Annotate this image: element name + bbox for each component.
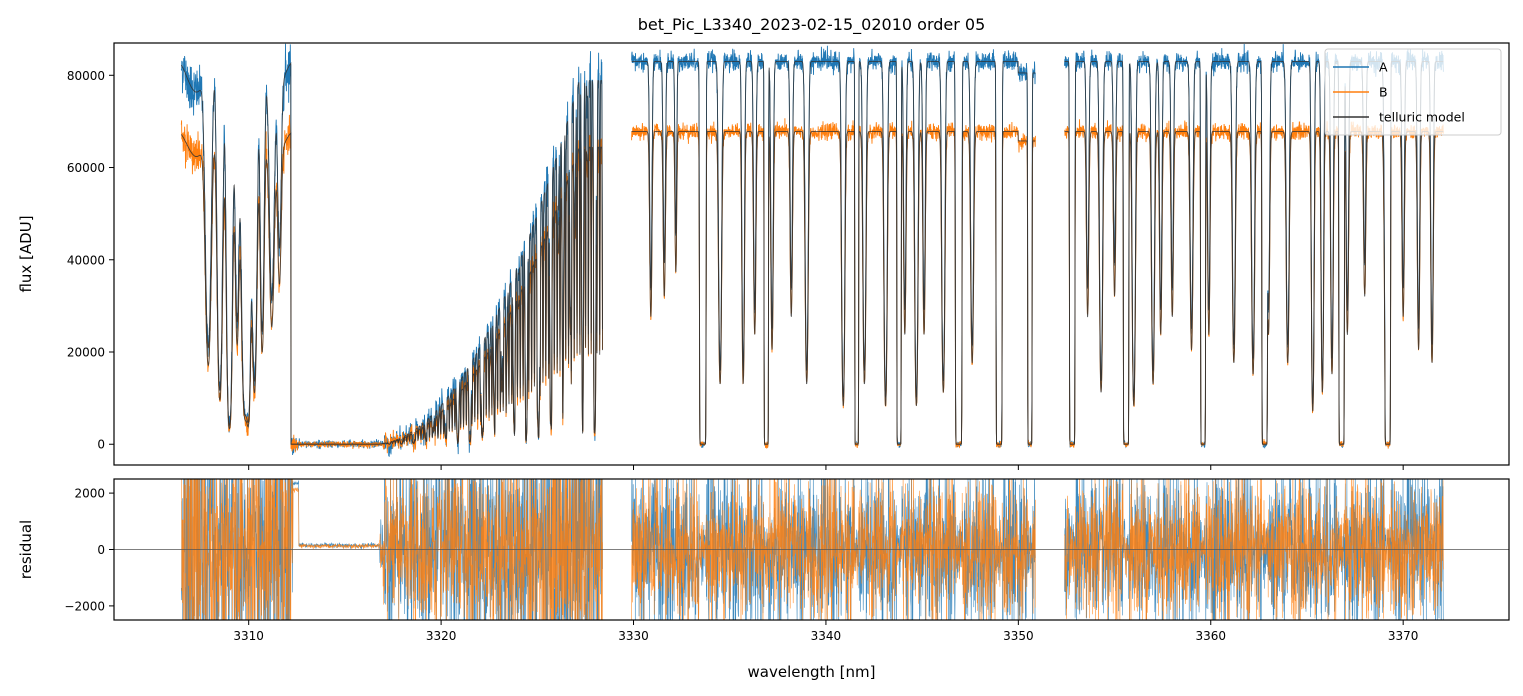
telluric-model-line-a: [631, 60, 1036, 445]
telluric-model-line-b: [631, 130, 1036, 445]
x-tick-label: 3320: [426, 629, 457, 643]
y-tick-label: 20000: [67, 346, 105, 360]
legend-label: A: [1379, 60, 1388, 75]
flux-x-ticks: [248, 465, 1404, 470]
flux-y-axis-label: flux [ADU]: [17, 215, 35, 292]
x-axis-label: wavelength [nm]: [748, 663, 876, 681]
x-tick-label: 3350: [1003, 629, 1034, 643]
x-tick-label: 3360: [1195, 629, 1226, 643]
legend-label: telluric model: [1379, 110, 1465, 125]
residual-b-line: [631, 479, 1036, 620]
y-tick-label: −2000: [64, 599, 105, 613]
telluric-model-line-b: [180, 132, 603, 445]
legend-label: B: [1379, 85, 1388, 100]
residual-y-ticks: −2000 0 2000: [64, 487, 114, 613]
y-tick-label: 40000: [67, 253, 105, 267]
x-tick-label: 3370: [1388, 629, 1419, 643]
y-tick-label: 0: [97, 438, 105, 452]
residual-y-axis-label: residual: [17, 520, 35, 579]
y-tick-label: 2000: [74, 487, 105, 501]
y-tick-label: 0: [97, 543, 105, 557]
x-tick-label: 3310: [233, 629, 264, 643]
y-tick-label: 60000: [67, 161, 105, 175]
x-tick-label: 3330: [618, 629, 649, 643]
residual-lines: [114, 479, 1509, 620]
telluric-model-line-a: [180, 61, 603, 445]
flux-lines: [180, 43, 1444, 457]
flux-axes-frame: [113, 42, 1510, 466]
flux-y-ticks: 0 20000 40000 60000 80000: [67, 69, 114, 452]
legend-box: [1324, 48, 1502, 136]
flux-panel: 0 20000 40000 60000 80000 flux [ADU] ABtellu…: [17, 42, 1510, 470]
y-tick-label: 80000: [67, 69, 105, 83]
residual-x-ticks: 3310 3320 3330 3340 3350 3360 3370: [233, 620, 1418, 643]
residual-b-line: [181, 479, 603, 620]
chart-title: bet_Pic_L3340_2023-02-15_02010 order 05: [638, 15, 986, 35]
x-tick-label: 3340: [811, 629, 842, 643]
residual-b-line: [1064, 479, 1444, 620]
